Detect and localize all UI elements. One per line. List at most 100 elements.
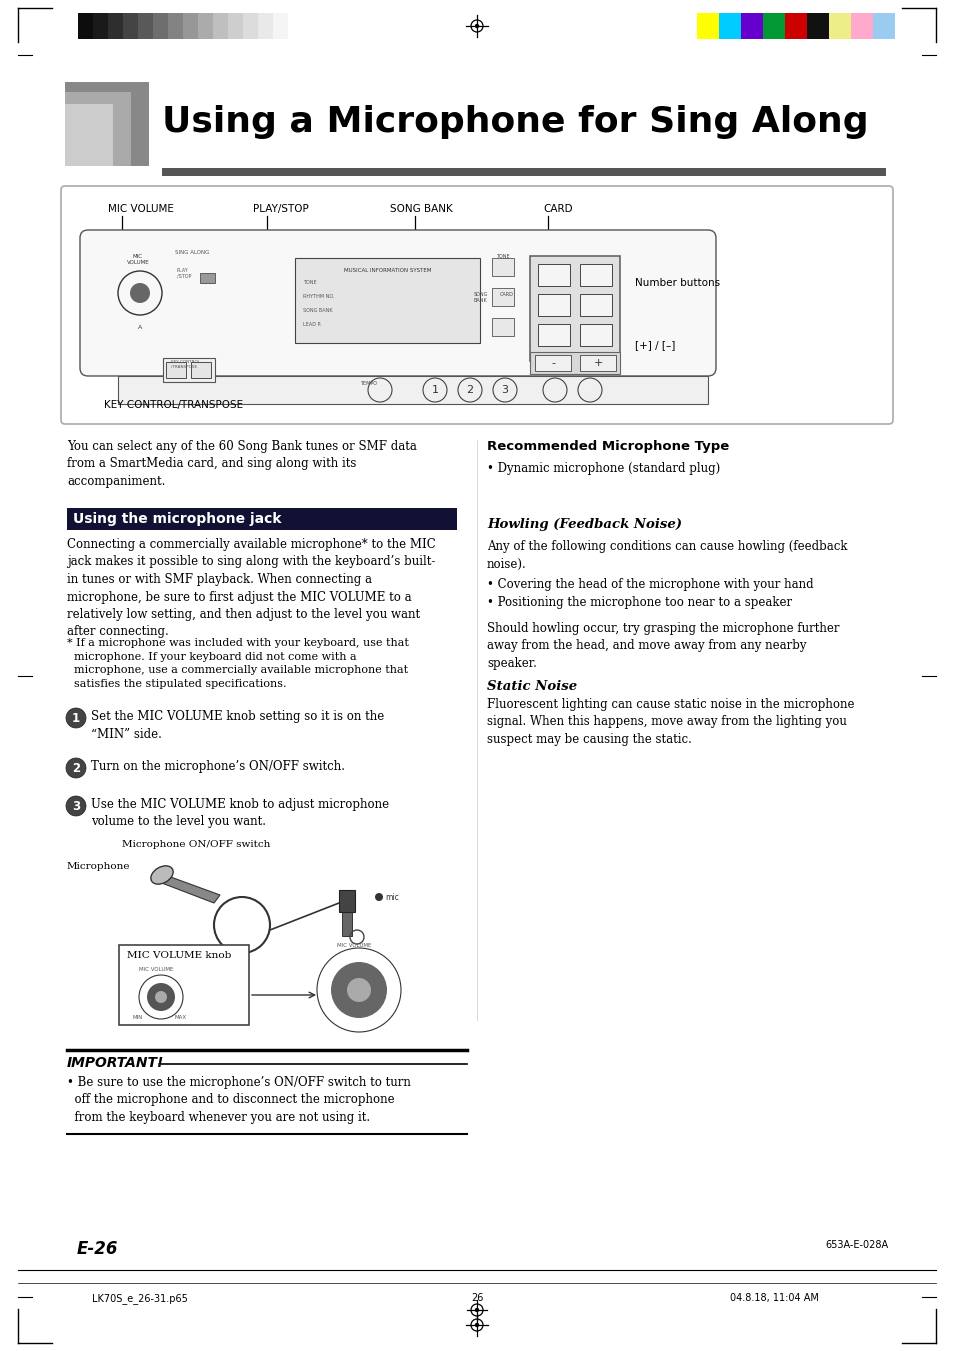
Text: Recommended Microphone Type: Recommended Microphone Type [486, 440, 728, 453]
Text: mic: mic [385, 893, 398, 901]
Bar [119, 944, 249, 1025]
Text: 26: 26 [471, 1293, 482, 1302]
Ellipse shape [151, 866, 172, 884]
Bar [123, 14, 138, 39]
Text: +: + [593, 358, 602, 367]
Bar [719, 14, 740, 39]
FancyBboxPatch shape [61, 186, 892, 424]
Bar [537, 324, 569, 346]
Bar [872, 14, 894, 39]
Text: Should howling occur, try grasping the microphone further
away from the head, an: Should howling occur, try grasping the m… [486, 621, 839, 670]
Bar [162, 168, 885, 176]
Bar [108, 14, 123, 39]
Text: Microphone: Microphone [67, 862, 131, 871]
Text: MIC
VOLUME: MIC VOLUME [127, 254, 150, 265]
Text: MAX: MAX [174, 1015, 187, 1020]
Text: 2: 2 [466, 385, 473, 394]
Bar [828, 14, 850, 39]
Text: MIC VOLUME knob: MIC VOLUME knob [127, 951, 232, 961]
Circle shape [331, 962, 387, 1019]
Text: PLAY/STOP: PLAY/STOP [253, 204, 309, 213]
Text: -: - [551, 358, 555, 367]
Bar [200, 273, 214, 282]
Bar [535, 355, 571, 372]
Bar [67, 508, 456, 530]
Text: Static Noise: Static Noise [486, 680, 577, 693]
Circle shape [475, 1324, 478, 1327]
Bar [784, 14, 806, 39]
Text: CARD: CARD [499, 292, 514, 297]
Text: 653A-E-028A: 653A-E-028A [825, 1240, 888, 1250]
Text: 04.8.18, 11:04 AM: 04.8.18, 11:04 AM [729, 1293, 818, 1302]
Text: MIC VOLUME: MIC VOLUME [336, 943, 371, 948]
Bar [273, 14, 288, 39]
Circle shape [475, 24, 478, 27]
Text: LK70S_e_26-31.p65: LK70S_e_26-31.p65 [91, 1293, 188, 1304]
Bar [198, 14, 213, 39]
Text: Set the MIC VOLUME knob setting so it is on the
“MIN” side.: Set the MIC VOLUME knob setting so it is… [91, 711, 384, 740]
Circle shape [66, 796, 86, 816]
Text: CARD: CARD [542, 204, 572, 213]
Bar [168, 14, 183, 39]
Text: 3: 3 [501, 385, 508, 394]
Text: • Covering the head of the microphone with your hand: • Covering the head of the microphone wi… [486, 578, 813, 590]
Bar [65, 82, 149, 166]
Bar [579, 324, 612, 346]
Bar [118, 376, 707, 404]
Bar [257, 14, 273, 39]
Bar [537, 263, 569, 286]
Text: Turn on the microphone’s ON/OFF switch.: Turn on the microphone’s ON/OFF switch. [91, 761, 345, 773]
Bar [530, 255, 619, 361]
Text: Any of the following conditions can cause howling (feedback
noise).: Any of the following conditions can caus… [486, 540, 846, 570]
Text: KEY CONTROL
/TRANSPOSE: KEY CONTROL /TRANSPOSE [171, 359, 200, 369]
Bar [850, 14, 872, 39]
Text: MUSICAL INFORMATION SYSTEM: MUSICAL INFORMATION SYSTEM [343, 267, 431, 273]
FancyBboxPatch shape [80, 230, 716, 376]
Circle shape [66, 758, 86, 778]
Bar [152, 14, 168, 39]
Bar [228, 14, 243, 39]
Text: SING ALONG: SING ALONG [174, 250, 209, 255]
Text: • Positioning the microphone too near to a speaker: • Positioning the microphone too near to… [486, 596, 791, 609]
Bar [530, 353, 619, 374]
Text: SONG BANK: SONG BANK [390, 204, 453, 213]
Bar [138, 14, 152, 39]
Text: SONG
BANK: SONG BANK [474, 292, 488, 303]
Text: • Dynamic microphone (standard plug): • Dynamic microphone (standard plug) [486, 462, 720, 476]
Text: • Be sure to use the microphone’s ON/OFF switch to turn
  off the microphone and: • Be sure to use the microphone’s ON/OFF… [67, 1075, 411, 1124]
Polygon shape [153, 871, 220, 902]
Bar [740, 14, 762, 39]
Text: MIN: MIN [132, 1015, 143, 1020]
Bar [341, 911, 352, 936]
Bar [537, 295, 569, 316]
Text: IMPORTANT!: IMPORTANT! [67, 1056, 164, 1070]
Text: SONG BANK: SONG BANK [303, 308, 333, 313]
Bar [762, 14, 784, 39]
Text: KEY CONTROL/TRANSPOSE: KEY CONTROL/TRANSPOSE [104, 400, 243, 409]
Circle shape [347, 978, 371, 1002]
Text: MIC VOLUME: MIC VOLUME [139, 967, 173, 971]
Bar [294, 258, 479, 343]
Bar [288, 14, 303, 39]
Text: 1: 1 [71, 712, 80, 724]
Text: 3: 3 [71, 800, 80, 812]
Text: E-26: E-26 [77, 1240, 118, 1258]
Text: PLAY
/STOP: PLAY /STOP [177, 267, 192, 278]
Bar [191, 362, 211, 378]
Bar [163, 358, 214, 382]
Bar [65, 92, 131, 166]
Circle shape [154, 992, 167, 1002]
Bar [492, 258, 514, 276]
Bar [579, 355, 616, 372]
Text: Howling (Feedback Noise): Howling (Feedback Noise) [486, 517, 681, 531]
Circle shape [375, 893, 382, 901]
Text: * If a microphone was included with your keyboard, use that
  microphone. If you: * If a microphone was included with your… [67, 638, 409, 689]
Bar [213, 14, 228, 39]
Text: RHYTHM NO.: RHYTHM NO. [303, 295, 334, 299]
Text: TONE: TONE [303, 280, 316, 285]
Bar [92, 14, 108, 39]
Text: Using a Microphone for Sing Along: Using a Microphone for Sing Along [162, 105, 868, 139]
Text: MIC VOLUME: MIC VOLUME [108, 204, 173, 213]
Bar [166, 362, 186, 378]
Text: LEAD P.: LEAD P. [303, 322, 321, 327]
